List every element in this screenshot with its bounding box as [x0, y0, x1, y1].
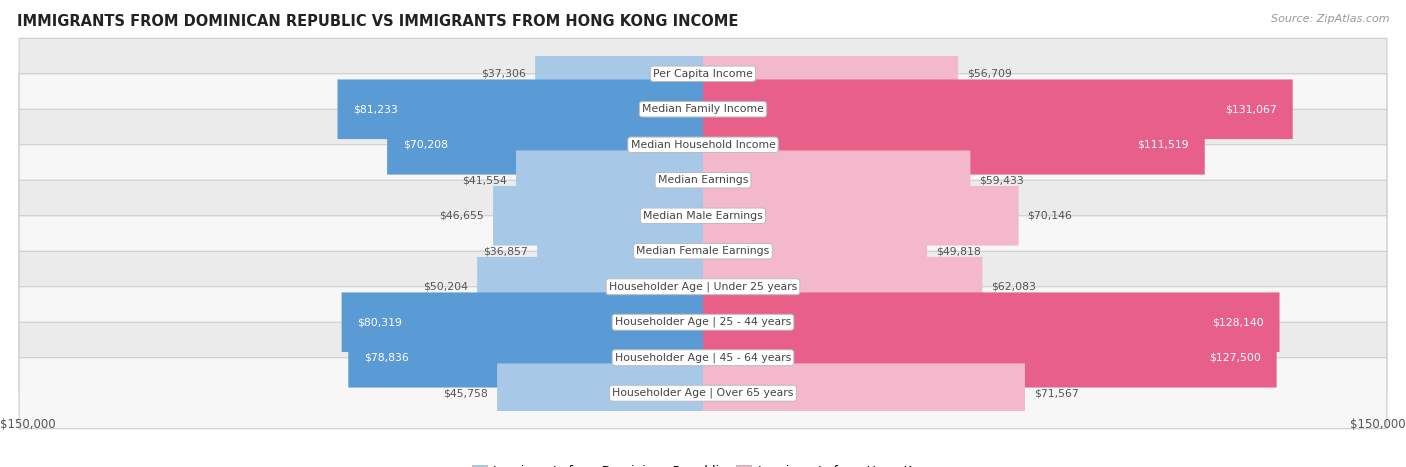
FancyBboxPatch shape: [20, 322, 1386, 393]
FancyBboxPatch shape: [20, 251, 1386, 322]
Legend: Immigrants from Dominican Republic, Immigrants from Hong Kong: Immigrants from Dominican Republic, Immi…: [467, 460, 939, 467]
Text: $37,306: $37,306: [481, 69, 526, 79]
FancyBboxPatch shape: [20, 109, 1386, 180]
Text: IMMIGRANTS FROM DOMINICAN REPUBLIC VS IMMIGRANTS FROM HONG KONG INCOME: IMMIGRANTS FROM DOMINICAN REPUBLIC VS IM…: [17, 14, 738, 29]
FancyBboxPatch shape: [536, 44, 703, 104]
FancyBboxPatch shape: [387, 115, 703, 175]
FancyBboxPatch shape: [703, 328, 1277, 388]
FancyBboxPatch shape: [20, 180, 1386, 251]
FancyBboxPatch shape: [703, 186, 1018, 246]
Text: $70,146: $70,146: [1028, 211, 1073, 221]
Text: Householder Age | 25 - 44 years: Householder Age | 25 - 44 years: [614, 317, 792, 327]
Text: Median Male Earnings: Median Male Earnings: [643, 211, 763, 221]
Text: Per Capita Income: Per Capita Income: [652, 69, 754, 79]
FancyBboxPatch shape: [20, 287, 1386, 358]
FancyBboxPatch shape: [20, 358, 1386, 429]
Text: $45,758: $45,758: [443, 388, 488, 398]
FancyBboxPatch shape: [494, 186, 703, 246]
FancyBboxPatch shape: [703, 150, 970, 210]
FancyBboxPatch shape: [703, 221, 927, 281]
Text: $46,655: $46,655: [439, 211, 484, 221]
Text: $70,208: $70,208: [404, 140, 449, 150]
FancyBboxPatch shape: [20, 216, 1386, 287]
Text: $56,709: $56,709: [967, 69, 1012, 79]
FancyBboxPatch shape: [477, 257, 703, 317]
FancyBboxPatch shape: [20, 145, 1386, 216]
Text: $111,519: $111,519: [1137, 140, 1189, 150]
Text: Median Female Earnings: Median Female Earnings: [637, 246, 769, 256]
FancyBboxPatch shape: [703, 115, 1205, 175]
Text: Median Earnings: Median Earnings: [658, 175, 748, 185]
Text: $41,554: $41,554: [463, 175, 508, 185]
FancyBboxPatch shape: [537, 221, 703, 281]
FancyBboxPatch shape: [703, 257, 983, 317]
Text: Householder Age | 45 - 64 years: Householder Age | 45 - 64 years: [614, 353, 792, 363]
Text: $59,433: $59,433: [980, 175, 1024, 185]
Text: $81,233: $81,233: [353, 104, 398, 114]
FancyBboxPatch shape: [20, 74, 1386, 145]
FancyBboxPatch shape: [703, 44, 957, 104]
Text: $131,067: $131,067: [1225, 104, 1277, 114]
FancyBboxPatch shape: [703, 79, 1292, 139]
FancyBboxPatch shape: [703, 363, 1025, 423]
Text: $49,818: $49,818: [936, 246, 981, 256]
Text: Householder Age | Under 25 years: Householder Age | Under 25 years: [609, 282, 797, 292]
Text: $128,140: $128,140: [1212, 317, 1264, 327]
FancyBboxPatch shape: [498, 363, 703, 423]
FancyBboxPatch shape: [337, 79, 703, 139]
Text: $62,083: $62,083: [991, 282, 1036, 292]
Text: $78,836: $78,836: [364, 353, 409, 363]
FancyBboxPatch shape: [20, 38, 1386, 109]
Text: Source: ZipAtlas.com: Source: ZipAtlas.com: [1271, 14, 1389, 24]
Text: $80,319: $80,319: [357, 317, 402, 327]
Text: $127,500: $127,500: [1209, 353, 1261, 363]
FancyBboxPatch shape: [703, 292, 1279, 352]
FancyBboxPatch shape: [342, 292, 703, 352]
Text: Median Household Income: Median Household Income: [630, 140, 776, 150]
Text: $71,567: $71,567: [1033, 388, 1078, 398]
Text: Median Family Income: Median Family Income: [643, 104, 763, 114]
FancyBboxPatch shape: [349, 328, 703, 388]
Text: $50,204: $50,204: [423, 282, 468, 292]
Text: Householder Age | Over 65 years: Householder Age | Over 65 years: [612, 388, 794, 398]
FancyBboxPatch shape: [516, 150, 703, 210]
Text: $36,857: $36,857: [484, 246, 529, 256]
